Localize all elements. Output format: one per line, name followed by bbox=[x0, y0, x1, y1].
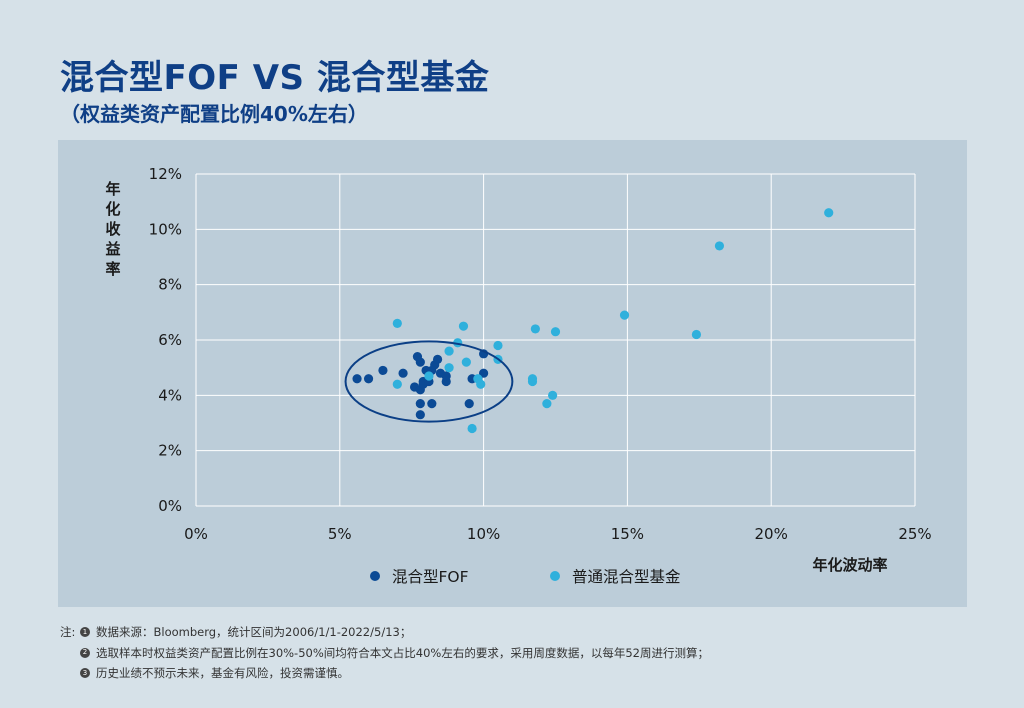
mixed-fund-point bbox=[493, 340, 503, 351]
x-tick-label: 10% bbox=[467, 525, 500, 543]
y-tick-label: 10% bbox=[149, 220, 182, 238]
fof-point bbox=[415, 399, 425, 409]
mixed-fund-point bbox=[542, 399, 552, 409]
legend-marker bbox=[370, 571, 380, 581]
y-tick-label: 2% bbox=[158, 442, 182, 460]
y-tick-label: 12% bbox=[149, 165, 182, 183]
x-axis-label: 年化波动率 bbox=[812, 556, 887, 574]
fof-point bbox=[352, 374, 362, 384]
footnotes: 注: 1 数据来源：Bloomberg，统计区间为2006/1/1-2022/5… bbox=[60, 622, 709, 684]
legend-label: 混合型FOF bbox=[392, 568, 469, 586]
footnote-text: 选取样本时权益类资产配置比例在30%-50%间均符合本文占比40%左右的要求，采… bbox=[96, 645, 709, 660]
mixed-fund-point bbox=[444, 346, 454, 356]
mixed-fund-point bbox=[392, 318, 402, 328]
fof-point bbox=[427, 399, 437, 409]
mixed-fund-point bbox=[824, 208, 834, 218]
page-title: 混合型FOF VS 混合型基金 bbox=[60, 58, 490, 98]
fof-point bbox=[363, 374, 374, 384]
footnote-prefix: 注: bbox=[60, 625, 76, 639]
legend-marker bbox=[550, 571, 560, 581]
footnote-row: 注: 1 数据来源：Bloomberg，统计区间为2006/1/1-2022/5… bbox=[60, 622, 709, 643]
legend-label: 普通混合型基金 bbox=[572, 568, 681, 586]
mixed-fund-point bbox=[714, 241, 725, 251]
footnote-row: 3 历史业绩不预示未来，基金有风险，投资需谨慎。 bbox=[60, 663, 709, 684]
fof-point bbox=[378, 365, 388, 376]
mixed-fund-point bbox=[527, 376, 538, 387]
y-tick-label: 0% bbox=[158, 497, 182, 515]
footnote-number: 1 bbox=[80, 627, 90, 638]
x-tick-label: 15% bbox=[611, 525, 644, 543]
chart-panel: 0% 2% 4% 6% 8% 10% 12% 0% 5% 10% 15% 20% 25% 年化收益率年化波… bbox=[58, 140, 967, 607]
mixed-fund-point bbox=[691, 329, 702, 340]
mixed-fund-point bbox=[392, 379, 402, 389]
scatter-chart: 0% 2% 4% 6% 8% 10% 12% 0% 5% 10% 15% 20% 25% 年化收益率年化波… bbox=[105, 165, 931, 586]
fof-point bbox=[432, 354, 443, 364]
fof-point bbox=[441, 371, 451, 381]
y-axis-label: 年化收益率 bbox=[105, 180, 120, 278]
x-tick-label: 25% bbox=[898, 525, 931, 543]
fof-cluster-ellipse bbox=[344, 340, 514, 423]
mixed-fund-point bbox=[461, 357, 471, 367]
fof-point bbox=[415, 357, 425, 367]
y-tick-label: 4% bbox=[158, 386, 182, 404]
x-tick-label: 20% bbox=[755, 525, 788, 543]
fof-point bbox=[415, 410, 425, 420]
mixed-fund-point bbox=[476, 379, 486, 389]
x-tick-label: 0% bbox=[184, 525, 208, 543]
y-tick-label: 6% bbox=[158, 331, 182, 349]
mixed-fund-point bbox=[444, 363, 454, 373]
page-subtitle: （权益类资产配置比例40%左右） bbox=[60, 102, 368, 126]
footnote-text: 历史业绩不预示未来，基金有风险，投资需谨慎。 bbox=[96, 666, 349, 680]
fof-point bbox=[398, 368, 408, 378]
footnote-text: 数据来源：Bloomberg，统计区间为2006/1/1-2022/5/13； bbox=[96, 625, 412, 639]
mixed-fund-point bbox=[458, 321, 469, 331]
footnote-row: 2 选取样本时权益类资产配置比例在30%-50%间均符合本文占比40%左右的要求… bbox=[60, 643, 709, 664]
footnote-number: 3 bbox=[80, 668, 90, 679]
x-tick-label: 5% bbox=[328, 525, 352, 543]
mixed-fund-point bbox=[619, 310, 630, 320]
mixed-fund-point bbox=[530, 324, 540, 334]
mixed-fund-point bbox=[550, 327, 561, 337]
fof-point bbox=[464, 399, 474, 409]
y-tick-label: 8% bbox=[158, 276, 182, 294]
footnote-number: 2 bbox=[80, 647, 90, 658]
mixed-fund-point bbox=[548, 390, 558, 400]
mixed-fund-point bbox=[424, 371, 434, 381]
mixed-fund-point bbox=[467, 423, 477, 434]
fof-point bbox=[479, 368, 489, 378]
